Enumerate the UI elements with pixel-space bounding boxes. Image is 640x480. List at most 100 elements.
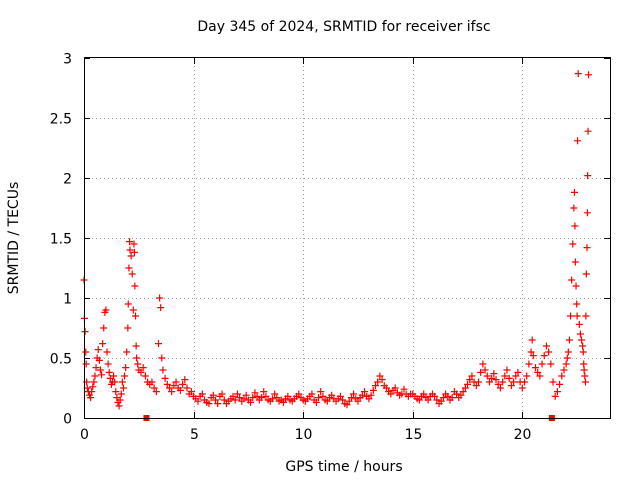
data-point <box>317 388 325 396</box>
data-point <box>573 312 581 320</box>
data-point <box>439 394 447 402</box>
data-point <box>91 372 99 380</box>
data-point <box>100 324 108 332</box>
data-point <box>126 246 134 254</box>
data-point <box>437 397 445 405</box>
data-point <box>505 374 513 382</box>
data-point <box>194 397 202 405</box>
x-tick-label: 5 <box>190 427 199 443</box>
data-point <box>159 366 167 374</box>
y-tick-label: 0.5 <box>50 352 72 368</box>
data-point <box>125 264 133 272</box>
y-tick-label: 1.5 <box>50 232 72 248</box>
data-point <box>570 204 578 212</box>
data-point <box>582 270 590 278</box>
data-point <box>130 240 138 248</box>
data-point <box>354 397 362 405</box>
data-point <box>536 372 544 380</box>
data-point <box>477 368 485 376</box>
data-point <box>233 390 241 398</box>
data-point <box>551 392 559 400</box>
data-point <box>444 392 452 400</box>
data-point <box>558 372 566 380</box>
data-point <box>336 392 344 400</box>
data-point <box>88 388 96 396</box>
data-point <box>361 388 369 396</box>
data-point <box>562 360 570 368</box>
data-point <box>431 392 439 400</box>
data-point <box>529 352 537 360</box>
data-point <box>472 382 480 390</box>
data-point <box>121 372 129 380</box>
data-point <box>141 372 149 380</box>
data-point <box>514 368 522 376</box>
data-point <box>161 374 169 382</box>
data-point <box>496 384 504 392</box>
x-tick-label: 10 <box>295 427 313 443</box>
data-point <box>578 336 586 344</box>
data-point <box>580 360 588 368</box>
data-point <box>492 376 500 384</box>
data-point <box>572 282 580 290</box>
x-tick-label: 0 <box>80 427 89 443</box>
y-tick-label: 3 <box>63 52 72 68</box>
data-point <box>488 374 496 382</box>
data-point <box>424 396 432 404</box>
data-point <box>510 378 518 386</box>
data-point <box>96 366 104 374</box>
data-point <box>242 391 250 399</box>
data-point <box>176 386 184 394</box>
data-point <box>158 354 166 362</box>
data-point <box>457 391 465 399</box>
data-point <box>420 390 428 398</box>
data-point <box>563 354 571 362</box>
data-point <box>464 380 472 388</box>
data-point <box>538 360 546 368</box>
data-point <box>499 378 507 386</box>
data-point <box>569 240 577 248</box>
data-point <box>128 270 136 278</box>
data-point <box>98 371 106 379</box>
data-point <box>268 395 276 403</box>
x-tick-labels: 0 5 10 15 20 <box>80 427 531 443</box>
data-point <box>105 368 113 376</box>
data-point <box>133 354 141 362</box>
data-point <box>507 382 515 390</box>
data-point <box>521 378 529 386</box>
data-point <box>387 390 395 398</box>
data-point <box>183 384 191 392</box>
data-point <box>531 364 539 372</box>
data-point <box>240 395 248 403</box>
data-point <box>343 401 351 409</box>
data-point <box>260 388 268 396</box>
data-point <box>218 390 226 398</box>
data-point <box>295 390 303 398</box>
x-tick-label: 15 <box>405 427 423 443</box>
data-point <box>124 324 132 332</box>
data-point <box>271 390 279 398</box>
data-point <box>575 320 583 328</box>
data-point <box>481 366 489 374</box>
data-point <box>518 384 526 392</box>
data-point <box>347 394 355 402</box>
data-point <box>525 360 533 368</box>
data-point <box>102 306 110 314</box>
x-axis-label: GPS time / hours <box>285 459 402 475</box>
data-point <box>148 378 156 386</box>
data-point <box>503 366 511 374</box>
data-point <box>119 384 127 392</box>
data-point <box>573 300 581 308</box>
data-point <box>90 378 98 386</box>
data-point <box>556 380 564 388</box>
data-point <box>163 380 171 388</box>
data-point <box>87 394 95 402</box>
data-point <box>549 378 557 386</box>
data-point <box>581 372 589 380</box>
data-point <box>345 397 353 405</box>
data-point <box>247 398 255 406</box>
data-point <box>415 396 423 404</box>
y-tick-labels: 0 0.5 1 1.5 2 2.5 3 <box>50 52 72 428</box>
data-point <box>485 378 493 386</box>
